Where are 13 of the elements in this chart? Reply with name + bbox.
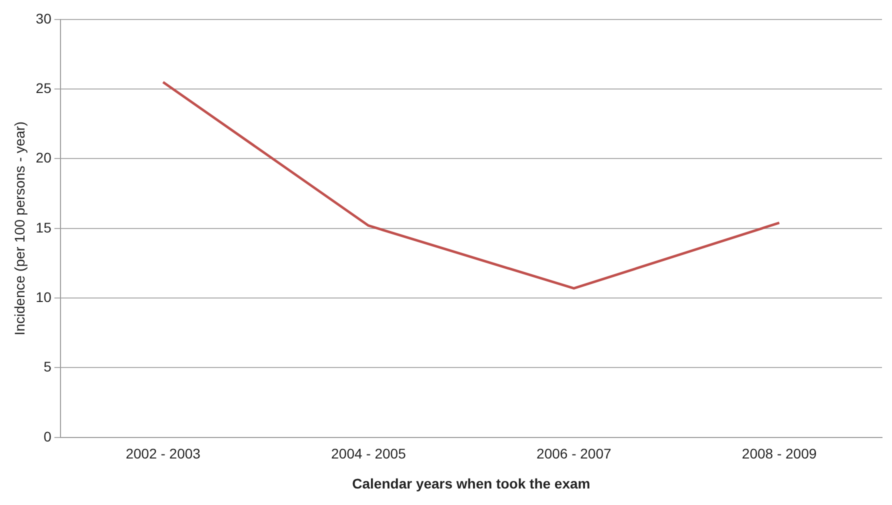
y-tick-label: 15 [36,219,52,236]
y-tick-label: 5 [44,358,52,375]
y-axis-title: Incidence (per 100 persons - year) [11,121,28,336]
y-tick-label: 30 [36,10,52,26]
x-tick-label: 2006 - 2007 [536,446,612,462]
x-tick-label: 2002 - 2003 [126,446,201,462]
y-tick-label: 20 [36,150,52,166]
y-tick-label: 10 [36,288,52,305]
x-tick-label: 2008 - 2009 [742,446,817,462]
y-tick-label: 25 [36,80,52,96]
x-tick-label: 2004 - 2005 [331,446,406,462]
x-axis-title: Calendar years when took the exam [352,475,590,492]
y-tick-label: 0 [44,428,52,444]
